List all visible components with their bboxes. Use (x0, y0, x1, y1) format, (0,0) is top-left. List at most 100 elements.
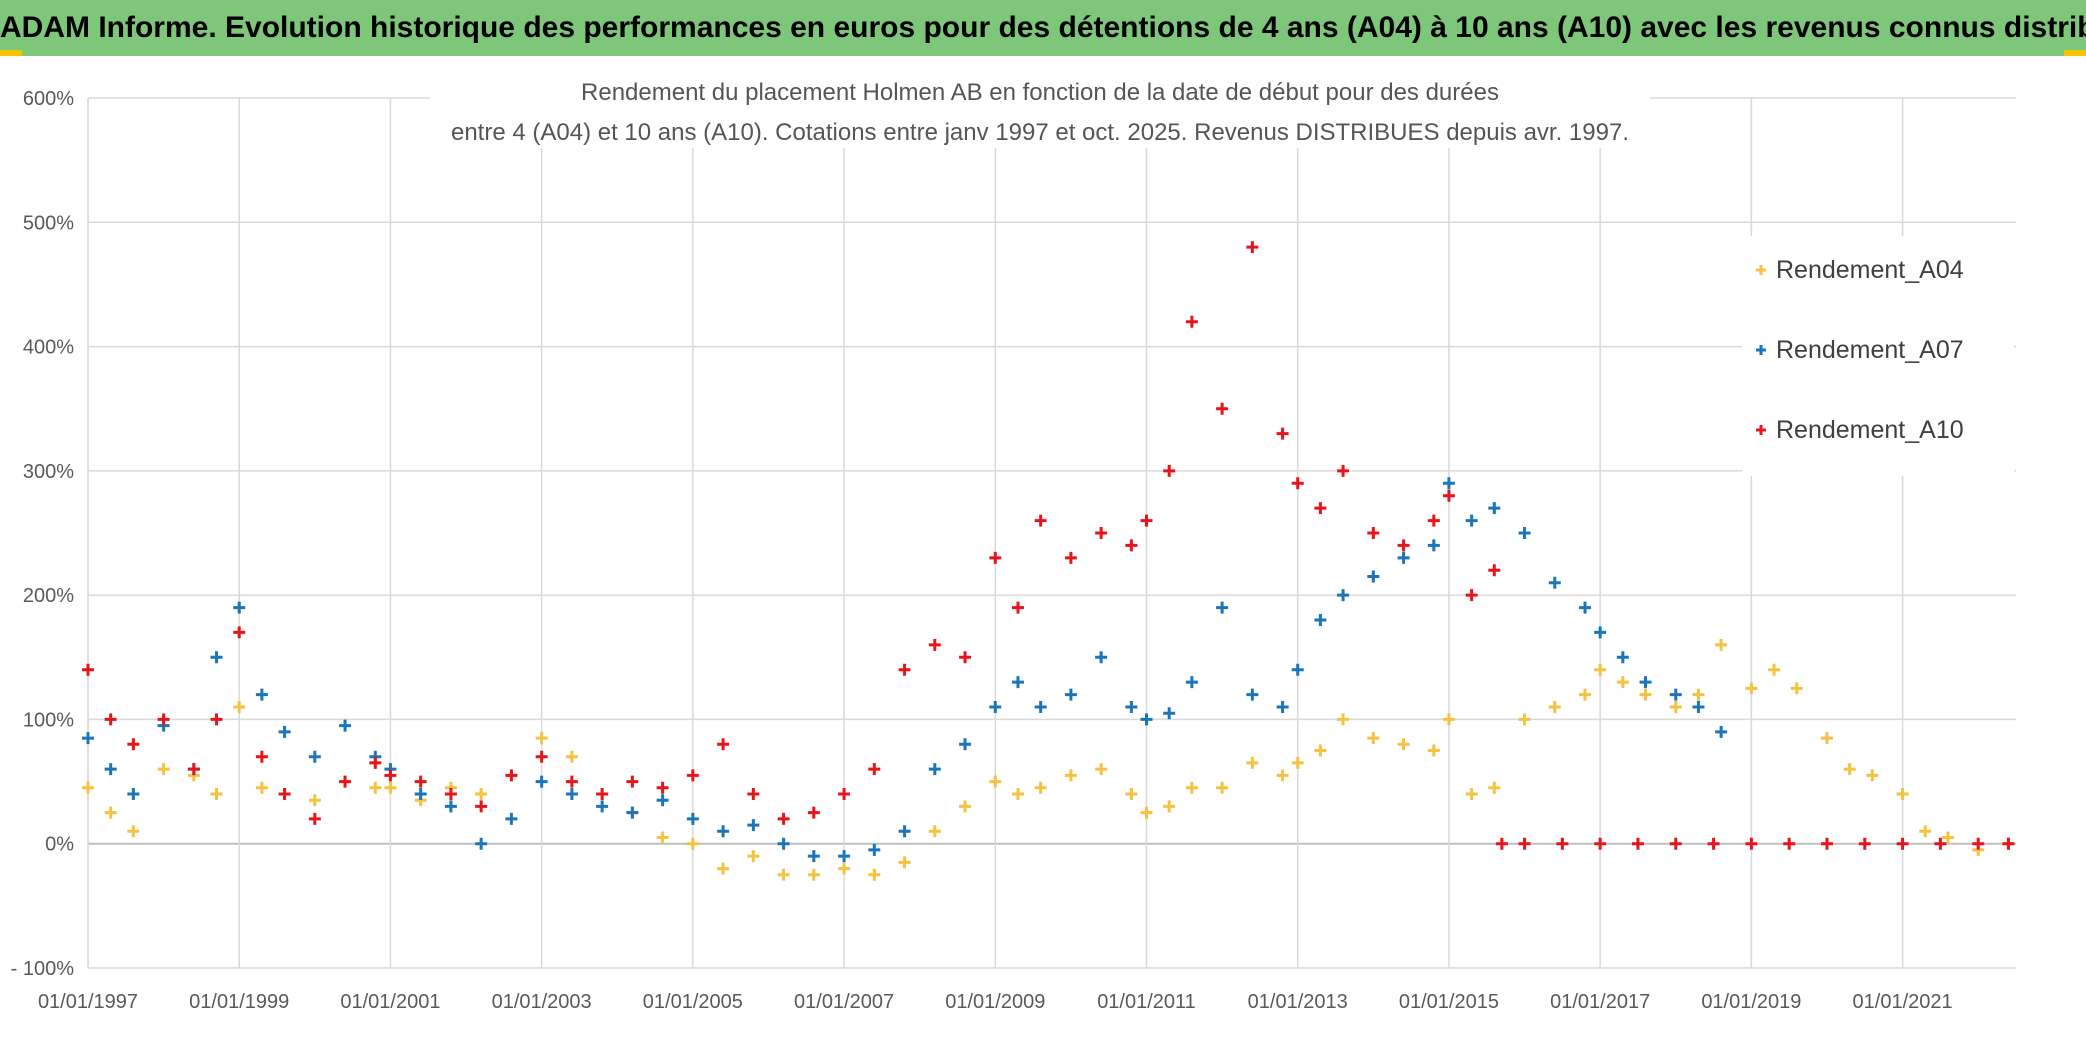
chart-title: Rendement du placement Holmen AB en fonc… (581, 79, 1499, 106)
data-point (596, 788, 609, 800)
data-point (1011, 676, 1024, 689)
x-tick-label: 01/01/1997 (38, 991, 138, 1013)
data-point (898, 856, 911, 869)
data-point (1397, 551, 1410, 564)
data-point (1314, 502, 1327, 515)
data-point (444, 788, 457, 800)
data-point (1367, 732, 1380, 745)
y-tick-label: 400% (23, 337, 74, 359)
data-point (1518, 837, 1531, 850)
data-point (1820, 732, 1833, 745)
data-point (1314, 614, 1327, 626)
data-point (989, 775, 1002, 788)
data-point (989, 551, 1002, 564)
data-point (1919, 825, 1932, 838)
data-point (565, 750, 578, 763)
data-point (686, 812, 699, 825)
data-point (1548, 576, 1561, 589)
data-point (868, 868, 881, 881)
data-point (1465, 589, 1478, 602)
data-point (596, 800, 609, 813)
data-point (717, 738, 730, 751)
x-tick-label: 01/01/2015 (1399, 991, 1499, 1013)
data-point (1185, 676, 1198, 689)
legend-label: Rendement_A10 (1776, 416, 1964, 444)
data-point (104, 806, 117, 819)
series-Rendement_A04 (82, 638, 2015, 881)
data-point (2002, 837, 2015, 850)
data-point (278, 725, 291, 738)
x-tick-label: 01/01/2017 (1550, 991, 1650, 1013)
data-point (535, 775, 548, 788)
data-point (1594, 663, 1607, 676)
data-point (1291, 663, 1304, 676)
data-point (989, 701, 1002, 713)
data-point (1745, 837, 1758, 850)
data-point (1518, 527, 1531, 539)
legend-item: Rendement_A04 (1756, 256, 1964, 284)
data-point (1291, 477, 1304, 490)
data-point (1185, 315, 1198, 328)
data-point (1140, 514, 1153, 527)
data-point (1594, 837, 1607, 850)
data-point (1639, 676, 1652, 689)
data-point (1095, 763, 1108, 776)
header-banner (0, 0, 2086, 56)
legend-item: Rendement_A07 (1756, 336, 1964, 364)
page-title: ADAM Informe. Evolution historique des p… (0, 11, 2086, 44)
data-point (1397, 738, 1410, 751)
x-tick-label: 01/01/2019 (1701, 991, 1801, 1013)
data-point (1367, 527, 1380, 539)
scatter-chart: - 100% 0% 100% 200% 300% 400% 500% 600% 01/01/19… (11, 70, 2016, 1013)
data-point (1745, 682, 1758, 695)
data-point (369, 756, 382, 769)
series-Rendement_A10 (82, 241, 2015, 850)
data-point (747, 850, 760, 863)
data-point (535, 732, 548, 745)
data-point (626, 775, 639, 788)
data-point (1185, 781, 1198, 794)
data-point (1246, 241, 1259, 254)
data-points (82, 241, 2015, 881)
x-tick-label: 01/01/2011 (1097, 991, 1196, 1013)
data-point (928, 763, 941, 776)
data-point (1518, 713, 1531, 726)
data-point (535, 750, 548, 763)
data-point (255, 750, 268, 763)
data-point (1548, 701, 1561, 713)
data-point (1442, 477, 1455, 490)
legend-label: Rendement_A04 (1776, 256, 1964, 284)
data-point (444, 800, 457, 813)
y-tick-label: 300% (23, 461, 74, 483)
data-point (339, 775, 352, 788)
data-point (104, 713, 117, 726)
legend-label: Rendement_A07 (1776, 336, 1964, 364)
data-point (1556, 837, 1569, 850)
data-point (1276, 769, 1289, 782)
data-point (959, 738, 972, 751)
data-point (1858, 837, 1871, 850)
data-point (157, 763, 170, 776)
data-point (1715, 725, 1728, 738)
data-point (1866, 769, 1879, 782)
x-tick-label: 01/01/2013 (1248, 991, 1348, 1013)
legend-marker (1756, 265, 1766, 275)
data-point (233, 626, 246, 639)
x-tick-label: 01/01/2003 (492, 991, 592, 1013)
data-point (868, 843, 881, 856)
grid-lines (87, 97, 2016, 969)
data-point (1011, 788, 1024, 800)
chart-legend: Rendement_A04 Rendement_A07 Rendement_A10 (1742, 236, 2014, 476)
legend-marker (1756, 345, 1766, 355)
data-point (1276, 427, 1289, 440)
y-tick-label: 0% (45, 834, 74, 856)
data-point (1495, 837, 1508, 850)
data-point (414, 775, 427, 788)
data-point (1337, 464, 1350, 477)
data-point (1125, 701, 1138, 713)
data-point (278, 788, 291, 800)
data-point (1941, 831, 1954, 844)
data-point (1246, 688, 1259, 701)
data-point (127, 788, 140, 800)
data-point (928, 638, 941, 651)
